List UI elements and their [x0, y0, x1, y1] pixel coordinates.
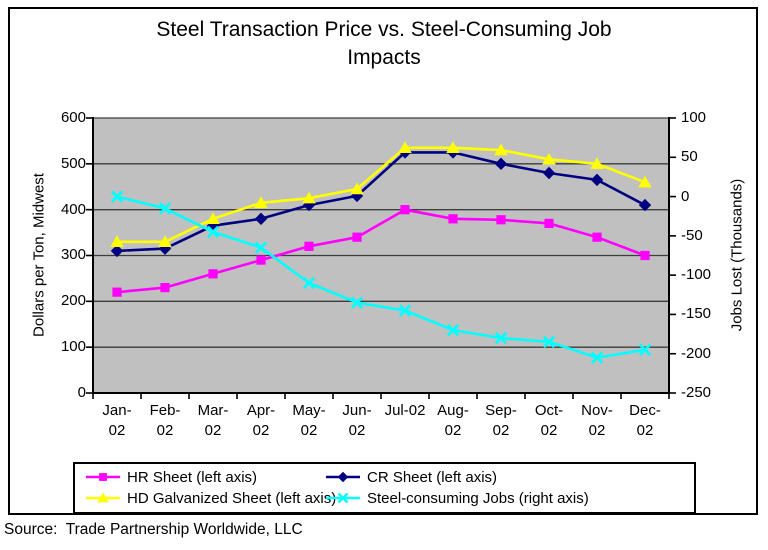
right-axis-tick: 100	[681, 109, 707, 126]
x-axis-label: Dec- 02	[629, 402, 661, 439]
legend-label: Steel-consuming Jobs (right axis)	[367, 489, 589, 507]
left-axis-tick: 400	[60, 201, 86, 218]
right-axis-tick: -50	[681, 227, 703, 244]
right-axis-tick: 50	[681, 148, 698, 165]
left-axis-tick: 600	[60, 109, 86, 126]
x-axis-label: Jun- 02	[342, 402, 372, 439]
legend-label: HR Sheet (left axis)	[127, 468, 258, 486]
x-axis-label: Nov- 02	[581, 402, 613, 439]
right-axis-tick: -200	[681, 345, 712, 362]
left-axis-tick: 200	[60, 292, 86, 309]
left-axis-tick: 300	[60, 246, 86, 263]
left-axis-tick: 100	[60, 338, 86, 355]
x-axis-label: Feb- 02	[149, 402, 181, 439]
diamond-marker-icon	[326, 471, 360, 483]
x-axis-label: Mar- 02	[197, 402, 229, 439]
legend-item: HR Sheet (left axis)	[85, 467, 257, 487]
left-axis-title: Dollars per Ton, Midwest	[30, 173, 48, 337]
legend-item: CR Sheet (left axis)	[325, 467, 497, 487]
right-axis-tick: -150	[681, 305, 712, 322]
x-marker-icon	[326, 492, 360, 504]
legend-item: HD Galvanized Sheet (left axis)	[85, 488, 336, 508]
x-axis-label: Aug- 02	[437, 402, 469, 439]
x-axis-label: Apr- 02	[246, 402, 276, 439]
x-axis-label: Oct- 02	[534, 402, 564, 439]
right-axis-tick: -100	[681, 266, 712, 283]
legend-item: Steel-consuming Jobs (right axis)	[325, 488, 589, 508]
x-axis-label: Jan- 02	[102, 402, 132, 439]
triangle-marker-icon	[86, 492, 120, 503]
square-marker-icon	[86, 473, 120, 481]
left-axis-tick: 500	[60, 155, 86, 172]
x-axis-label: Jul-02	[384, 402, 426, 419]
legend: HR Sheet (left axis) CR Sheet (left axis…	[73, 462, 696, 514]
source-note: Source: Trade Partnership Worldwide, LLC	[4, 521, 303, 538]
legend-label: HD Galvanized Sheet (left axis)	[127, 489, 337, 507]
left-axis-tick: 0	[77, 384, 86, 401]
x-axis-label: May- 02	[292, 402, 326, 439]
chart-title: Steel Transaction Price vs. Steel-Consum…	[156, 18, 612, 70]
right-axis-title: Jobs Lost (Thousands)	[728, 178, 746, 332]
right-axis-tick: -250	[681, 384, 712, 401]
right-axis-tick: 0	[681, 188, 690, 205]
legend-label: CR Sheet (left axis)	[367, 468, 498, 486]
x-axis-label: Sep- 02	[485, 402, 517, 439]
